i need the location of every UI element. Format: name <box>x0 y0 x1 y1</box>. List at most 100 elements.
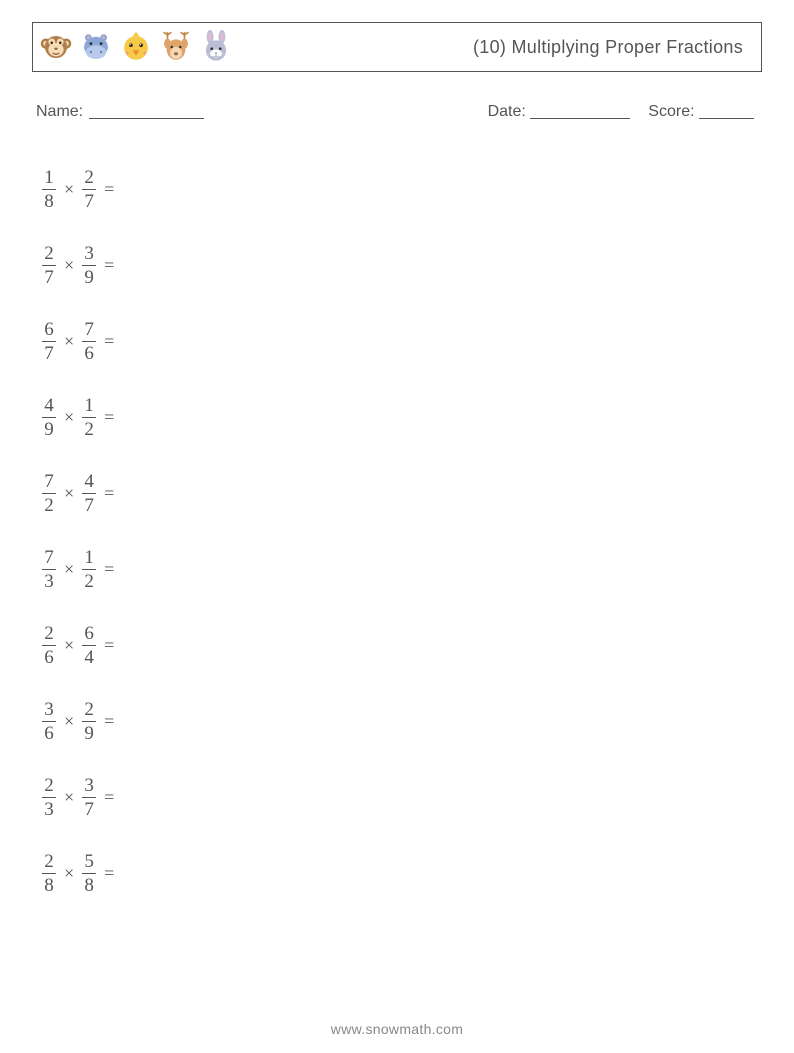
fraction-b: 27 <box>82 168 96 211</box>
worksheet-page: (10) Multiplying Proper Fractions Name: … <box>0 0 794 1053</box>
fraction-a: 72 <box>42 472 56 515</box>
fraction-numerator: 1 <box>82 548 96 569</box>
fraction-numerator: 3 <box>82 244 96 265</box>
footer-text: www.snowmath.com <box>0 1021 794 1037</box>
monkey-icon <box>39 30 73 64</box>
fraction-numerator: 2 <box>82 168 96 189</box>
fraction-denominator: 6 <box>42 722 56 743</box>
fraction-numerator: 6 <box>82 624 96 645</box>
fraction-a: 73 <box>42 548 56 591</box>
equals-sign: = <box>104 787 114 808</box>
fraction-denominator: 6 <box>42 646 56 667</box>
fraction-b: 29 <box>82 700 96 743</box>
fraction-denominator: 7 <box>82 494 96 515</box>
times-operator: × <box>64 635 74 656</box>
fraction-numerator: 2 <box>42 624 56 645</box>
fraction-denominator: 9 <box>82 722 96 743</box>
fraction-b: 39 <box>82 244 96 287</box>
hippo-icon <box>79 30 113 64</box>
fraction-numerator: 7 <box>82 320 96 341</box>
fraction-a: 18 <box>42 168 56 211</box>
meta-right: Date: Score: <box>488 100 754 121</box>
fraction-a: 27 <box>42 244 56 287</box>
fraction-b: 12 <box>82 396 96 439</box>
deer-icon <box>159 30 193 64</box>
fraction-a: 67 <box>42 320 56 363</box>
score-group: Score: <box>648 100 754 121</box>
fraction-denominator: 9 <box>42 418 56 439</box>
fraction-b: 58 <box>82 852 96 895</box>
date-blank[interactable] <box>530 103 630 119</box>
equals-sign: = <box>104 483 114 504</box>
fraction-denominator: 2 <box>82 418 96 439</box>
equals-sign: = <box>104 863 114 884</box>
fraction-denominator: 2 <box>82 570 96 591</box>
fraction-b: 47 <box>82 472 96 515</box>
header-bar: (10) Multiplying Proper Fractions <box>32 22 762 72</box>
score-blank[interactable] <box>699 103 754 119</box>
fraction-numerator: 3 <box>82 776 96 797</box>
fraction-numerator: 7 <box>42 472 56 493</box>
problem-row: 26×64= <box>42 607 762 683</box>
fraction-denominator: 3 <box>42 570 56 591</box>
fraction-numerator: 1 <box>42 168 56 189</box>
fraction-denominator: 6 <box>82 342 96 363</box>
fraction-numerator: 3 <box>42 700 56 721</box>
problem-row: 49 × 12 = <box>42 379 762 455</box>
fraction-numerator: 4 <box>42 396 56 417</box>
fraction-numerator: 7 <box>42 548 56 569</box>
times-operator: × <box>64 407 74 428</box>
score-label: Score: <box>648 103 694 120</box>
date-label: Date: <box>488 103 526 120</box>
fraction-denominator: 8 <box>42 190 56 211</box>
fraction-denominator: 7 <box>42 342 56 363</box>
times-operator: × <box>64 787 74 808</box>
name-blank[interactable] <box>89 103 204 119</box>
equals-sign: = <box>104 407 114 428</box>
equals-sign: = <box>104 635 114 656</box>
times-operator: × <box>64 863 74 884</box>
fraction-b: 76 <box>82 320 96 363</box>
problem-row: 28×58= <box>42 835 762 911</box>
fraction-a: 23 <box>42 776 56 819</box>
fraction-denominator: 4 <box>82 646 96 667</box>
fraction-a: 28 <box>42 852 56 895</box>
fraction-b: 37 <box>82 776 96 819</box>
times-operator: × <box>64 179 74 200</box>
problem-row: 36×29= <box>42 683 762 759</box>
fraction-a: 26 <box>42 624 56 667</box>
equals-sign: = <box>104 559 114 580</box>
problem-row: 18 × 27 = <box>42 151 762 227</box>
problems-list: 18×27=27×39=67×76=49×12=72×47=73×12=26×6… <box>42 151 762 911</box>
equals-sign: = <box>104 179 114 200</box>
fraction-numerator: 1 <box>82 396 96 417</box>
fraction-denominator: 8 <box>42 874 56 895</box>
fraction-numerator: 2 <box>42 776 56 797</box>
problem-row: 23×37= <box>42 759 762 835</box>
fraction-a: 36 <box>42 700 56 743</box>
fraction-denominator: 7 <box>82 798 96 819</box>
chick-icon <box>119 30 153 64</box>
problem-row: 72 × 47 = <box>42 455 762 531</box>
rabbit-icon <box>199 30 233 64</box>
equals-sign: = <box>104 331 114 352</box>
equals-sign: = <box>104 711 114 732</box>
meta-row: Name: Date: Score: <box>32 100 762 121</box>
fraction-numerator: 2 <box>42 244 56 265</box>
fraction-denominator: 8 <box>82 874 96 895</box>
fraction-denominator: 9 <box>82 266 96 287</box>
name-label: Name: <box>36 103 83 121</box>
equals-sign: = <box>104 255 114 276</box>
fraction-denominator: 7 <box>82 190 96 211</box>
fraction-numerator: 2 <box>42 852 56 873</box>
meta-left: Name: <box>36 100 204 121</box>
fraction-b: 12 <box>82 548 96 591</box>
times-operator: × <box>64 483 74 504</box>
problem-row: 73×12= <box>42 531 762 607</box>
problem-row: 67×76= <box>42 303 762 379</box>
fraction-a: 49 <box>42 396 56 439</box>
worksheet-title: (10) Multiplying Proper Fractions <box>473 37 743 58</box>
fraction-numerator: 5 <box>82 852 96 873</box>
fraction-denominator: 3 <box>42 798 56 819</box>
animal-row <box>39 30 233 64</box>
